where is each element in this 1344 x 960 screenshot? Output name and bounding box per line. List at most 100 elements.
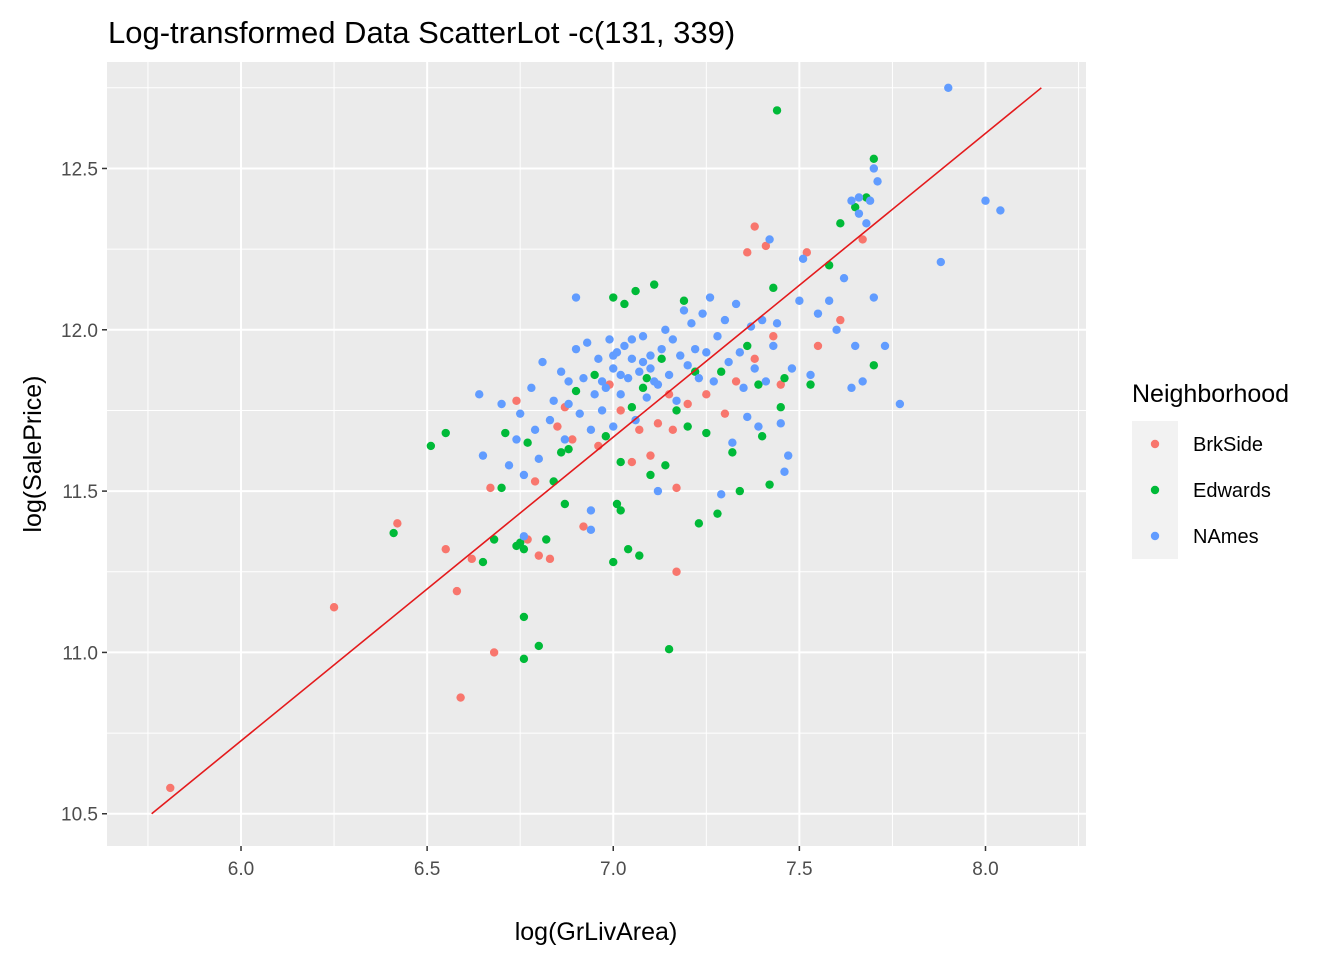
point-names <box>620 341 629 351</box>
point-names <box>981 196 990 205</box>
point-edwards <box>609 293 618 302</box>
point-brkside <box>858 235 867 244</box>
point-names <box>728 438 737 447</box>
point-names <box>497 399 506 409</box>
plot-panel <box>107 62 1086 846</box>
point-edwards <box>780 373 789 383</box>
point-names <box>832 325 841 334</box>
point-edwards <box>728 448 737 457</box>
point-names <box>519 470 529 480</box>
point-brkside <box>393 519 402 528</box>
y-tick-label: 10.5 <box>61 805 98 826</box>
point-names <box>743 412 752 422</box>
point-edwards <box>616 457 625 467</box>
point-edwards <box>683 422 692 431</box>
point-names <box>594 354 603 364</box>
point-edwards <box>612 499 622 509</box>
legend-marker-brkside <box>1150 439 1160 449</box>
point-edwards <box>713 509 722 518</box>
point-brkside <box>761 241 771 251</box>
point-brkside <box>568 435 577 444</box>
point-names <box>590 390 599 399</box>
point-names <box>865 196 875 205</box>
point-brkside <box>750 354 759 364</box>
point-edwards <box>501 428 510 438</box>
point-edwards <box>601 432 611 441</box>
point-names <box>869 164 879 173</box>
point-edwards <box>717 367 726 376</box>
point-names <box>653 380 663 389</box>
point-brkside <box>635 425 644 435</box>
point-names <box>813 309 823 318</box>
point-names <box>609 422 618 431</box>
point-names <box>605 335 614 344</box>
point-names <box>646 351 655 360</box>
point-names <box>862 219 871 228</box>
point-names <box>609 364 618 373</box>
point-names <box>545 415 555 425</box>
point-names <box>784 451 793 460</box>
point-names <box>895 399 905 409</box>
point-brkside <box>452 586 462 596</box>
point-names <box>538 357 547 367</box>
y-tick-label: 12.0 <box>61 321 98 342</box>
point-names <box>571 344 581 354</box>
point-brkside <box>489 648 499 657</box>
point-edwards <box>649 280 659 289</box>
point-edwards <box>757 432 767 441</box>
x-tick-label: 6.0 <box>228 859 254 880</box>
point-names <box>869 293 879 302</box>
point-names <box>582 338 592 347</box>
point-names <box>515 409 525 418</box>
point-edwards <box>631 286 640 296</box>
point-edwards <box>556 448 566 457</box>
point-edwards <box>772 106 782 115</box>
point-edwards <box>754 380 763 389</box>
point-brkside <box>802 248 812 257</box>
point-names <box>795 296 804 305</box>
point-brkside <box>683 399 692 409</box>
legend: Neighborhood BrkSide Edwards NAmes <box>1132 380 1289 559</box>
point-names <box>750 364 759 373</box>
point-names <box>839 273 849 283</box>
point-names <box>564 399 573 409</box>
point-names <box>776 419 785 428</box>
point-edwards <box>657 354 666 364</box>
point-names <box>735 348 745 357</box>
point-names <box>854 209 864 218</box>
point-names <box>772 319 782 328</box>
point-names <box>560 435 570 444</box>
point-edwards <box>638 383 648 393</box>
point-brkside <box>166 783 175 793</box>
point-brkside <box>813 341 823 351</box>
point-names <box>847 383 856 393</box>
y-tick-label: 11.0 <box>62 643 98 664</box>
point-edwards <box>627 403 637 412</box>
point-names <box>787 364 797 373</box>
point-names <box>475 390 484 399</box>
point-names <box>661 325 670 334</box>
point-names <box>731 299 741 309</box>
point-names <box>720 315 730 325</box>
point-names <box>657 344 666 354</box>
point-edwards <box>534 641 544 651</box>
y-tick-label: 12.5 <box>61 159 98 180</box>
point-names <box>586 506 596 515</box>
point-edwards <box>560 499 570 509</box>
point-names <box>609 351 618 360</box>
point-edwards <box>646 470 655 480</box>
point-brkside <box>627 457 637 467</box>
point-edwards <box>702 428 711 438</box>
point-brkside <box>668 425 678 435</box>
point-brkside <box>836 315 845 325</box>
point-names <box>806 370 815 380</box>
point-names <box>668 335 678 344</box>
point-names <box>478 451 488 460</box>
legend-label-edwards: Edwards <box>1193 480 1271 502</box>
point-names <box>579 373 588 383</box>
point-edwards <box>478 557 488 567</box>
point-names <box>646 364 655 373</box>
point-names <box>858 377 867 386</box>
point-edwards <box>694 519 704 528</box>
